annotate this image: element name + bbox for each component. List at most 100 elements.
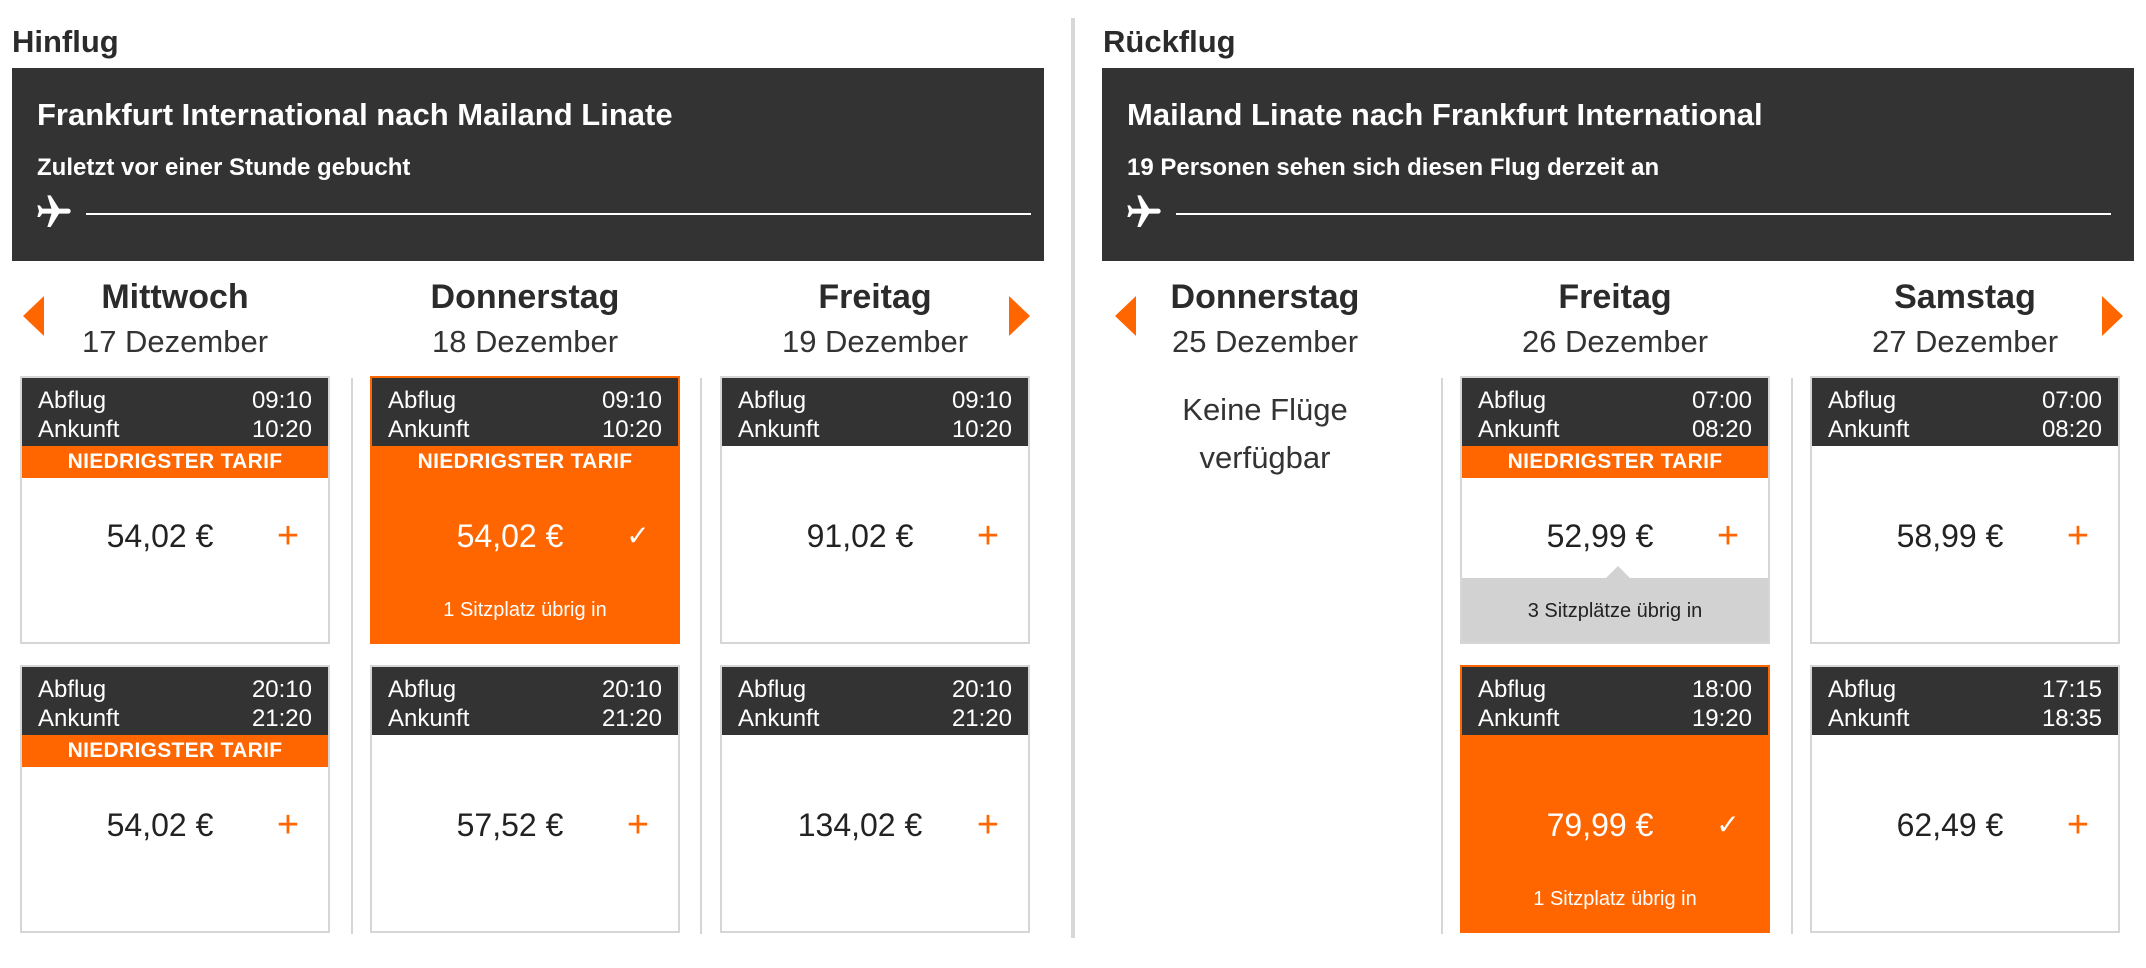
lowest-fare-badge: NIEDRIGSTER TARIF (372, 446, 678, 478)
no-flights-line: verfügbar (1199, 440, 1331, 475)
flight-price: 62,49 € (1896, 807, 2004, 843)
outbound-route-header: Frankfurt International nach Mailand Lin… (12, 68, 1044, 261)
arrival-label: Ankunft (1828, 705, 1910, 732)
departure-label: Abflug (738, 676, 807, 703)
departure-label: Abflug (1828, 387, 1897, 414)
flight-times: Abflug 09:10 Ankunft 10:20 (722, 378, 1028, 446)
no-flights-line: Keine Flüge (1182, 392, 1348, 427)
route-line (1176, 213, 2111, 215)
column-separator (351, 378, 353, 934)
return-route-subtitle: 19 Personen sehen sich diesen Flug derze… (1127, 154, 1660, 181)
flight-card-selected[interactable]: Abflug 18:00 Ankunft 19:20 79,99 € ✓ 1 Sit… (1460, 665, 1770, 933)
flight-price: 57,52 € (456, 807, 564, 843)
departure-time: 07:00 (1691, 387, 1752, 414)
flight-price: 91,02 € (806, 518, 914, 554)
departure-label: Abflug (388, 387, 457, 414)
day-name: Donnerstag (430, 278, 620, 316)
flight-times: Abflug 07:00 Ankunft 08:20 (1462, 378, 1768, 446)
no-flights-message: Keine Flüge verfügbar (1110, 386, 1420, 482)
tooltip-notch (1606, 566, 1630, 578)
arrival-label: Ankunft (388, 416, 470, 443)
arrival-time: 10:20 (601, 416, 662, 443)
departure-label: Abflug (1478, 676, 1547, 703)
arrival-time: 21:20 (951, 705, 1012, 732)
seats-remaining: 3 Sitzplätze übrig in (1462, 578, 1768, 642)
arrival-time: 10:20 (951, 416, 1012, 443)
flight-card[interactable]: Abflug 20:10 Ankunft 21:20 NIEDRIGSTER TAR… (20, 665, 330, 933)
flight-card[interactable]: Abflug 09:10 Ankunft 10:20 91,02 € + (720, 376, 1030, 644)
plus-icon[interactable]: + (626, 804, 650, 846)
arrival-time: 08:20 (1691, 416, 1752, 443)
plus-icon[interactable]: + (976, 804, 1000, 846)
flight-card[interactable]: Abflug 20:10 Ankunft 21:20 134,02 € + (720, 665, 1030, 933)
lowest-fare-badge: NIEDRIGSTER TARIF (22, 735, 328, 767)
plus-icon[interactable]: + (2066, 515, 2090, 557)
return-section-title: Rückflug (1103, 24, 1236, 59)
arrival-label: Ankunft (38, 416, 120, 443)
return-route-title: Mailand Linate nach Frankfurt Internatio… (1127, 97, 1763, 132)
arrival-time: 21:20 (251, 705, 312, 732)
return-prev-arrow-icon[interactable] (1115, 296, 1136, 336)
seats-remaining: 1 Sitzplatz übrig in (443, 599, 607, 621)
day-name: Donnerstag (1170, 278, 1360, 316)
flight-card-selected[interactable]: Abflug 09:10 Ankunft 10:20 NIEDRIGSTER TAR… (370, 376, 680, 644)
departure-time: 09:10 (951, 387, 1012, 414)
flight-times: Abflug 09:10 Ankunft 10:20 (372, 378, 678, 446)
flight-times: Abflug 09:10 Ankunft 10:20 (22, 378, 328, 446)
flight-price: 134,02 € (797, 807, 923, 843)
flight-card[interactable]: Abflug 20:10 Ankunft 21:20 57,52 € + (370, 665, 680, 933)
column-separator (1791, 378, 1793, 934)
seats-remaining: 1 Sitzplatz übrig in (1533, 888, 1697, 910)
plus-icon[interactable]: + (1716, 515, 1740, 557)
outbound-next-arrow-icon[interactable] (1009, 296, 1030, 336)
flight-card[interactable]: Abflug 17:15 Ankunft 18:35 62,49 € + (1810, 665, 2120, 933)
departure-time: 20:10 (951, 676, 1012, 703)
departure-label: Abflug (38, 387, 107, 414)
flight-card[interactable]: Abflug 09:10 Ankunft 10:20 NIEDRIGSTER TAR… (20, 376, 330, 644)
flight-price: 52,99 € (1546, 518, 1654, 554)
route-line (86, 213, 1031, 215)
arrival-label: Ankunft (1478, 705, 1560, 732)
outbound-prev-arrow-icon[interactable] (23, 296, 44, 336)
departure-time: 17:15 (2041, 676, 2102, 703)
day-date: 18 Dezember (431, 324, 619, 359)
departure-label: Abflug (388, 676, 457, 703)
departure-label: Abflug (1828, 676, 1897, 703)
return-route-header: Mailand Linate nach Frankfurt Internatio… (1102, 68, 2134, 261)
day-name: Samstag (1894, 278, 2036, 316)
arrival-label: Ankunft (738, 416, 820, 443)
flight-times: Abflug 07:00 Ankunft 08:20 (1812, 378, 2118, 446)
plus-icon[interactable]: + (276, 515, 300, 557)
departure-time: 20:10 (601, 676, 662, 703)
flight-price: 54,02 € (456, 518, 564, 554)
arrival-time: 10:20 (251, 416, 312, 443)
flight-times: Abflug 20:10 Ankunft 21:20 (722, 667, 1028, 735)
lowest-fare-badge: NIEDRIGSTER TARIF (22, 446, 328, 478)
arrival-label: Ankunft (738, 705, 820, 732)
outbound-route-title: Frankfurt International nach Mailand Lin… (37, 97, 673, 132)
section-divider (1071, 18, 1075, 938)
plus-icon[interactable]: + (276, 804, 300, 846)
plus-icon[interactable]: + (976, 515, 1000, 557)
arrival-time: 08:20 (2041, 416, 2102, 443)
departure-time: 09:10 (251, 387, 312, 414)
day-date: 25 Dezember (1171, 324, 1359, 359)
flight-price: 54,02 € (106, 518, 214, 554)
arrival-time: 19:20 (1691, 705, 1752, 732)
return-next-arrow-icon[interactable] (2102, 296, 2123, 336)
column-separator (1441, 378, 1443, 934)
day-date: 27 Dezember (1871, 324, 2059, 359)
arrival-label: Ankunft (1828, 416, 1910, 443)
plus-icon[interactable]: + (2066, 804, 2090, 846)
checkmark-icon[interactable]: ✓ (1716, 809, 1740, 840)
arrival-label: Ankunft (38, 705, 120, 732)
flight-price: 79,99 € (1546, 807, 1654, 843)
day-date: 19 Dezember (781, 324, 969, 359)
day-date: 17 Dezember (81, 324, 269, 359)
lowest-fare-badge: NIEDRIGSTER TARIF (1462, 446, 1768, 478)
flight-card[interactable]: Abflug 07:00 Ankunft 08:20 NIEDRIGSTER TAR… (1460, 376, 1770, 644)
flight-card[interactable]: Abflug 07:00 Ankunft 08:20 58,99 € + (1810, 376, 2120, 644)
arrival-time: 21:20 (601, 705, 662, 732)
flight-times: Abflug 18:00 Ankunft 19:20 (1462, 667, 1768, 735)
checkmark-icon[interactable]: ✓ (626, 520, 650, 551)
